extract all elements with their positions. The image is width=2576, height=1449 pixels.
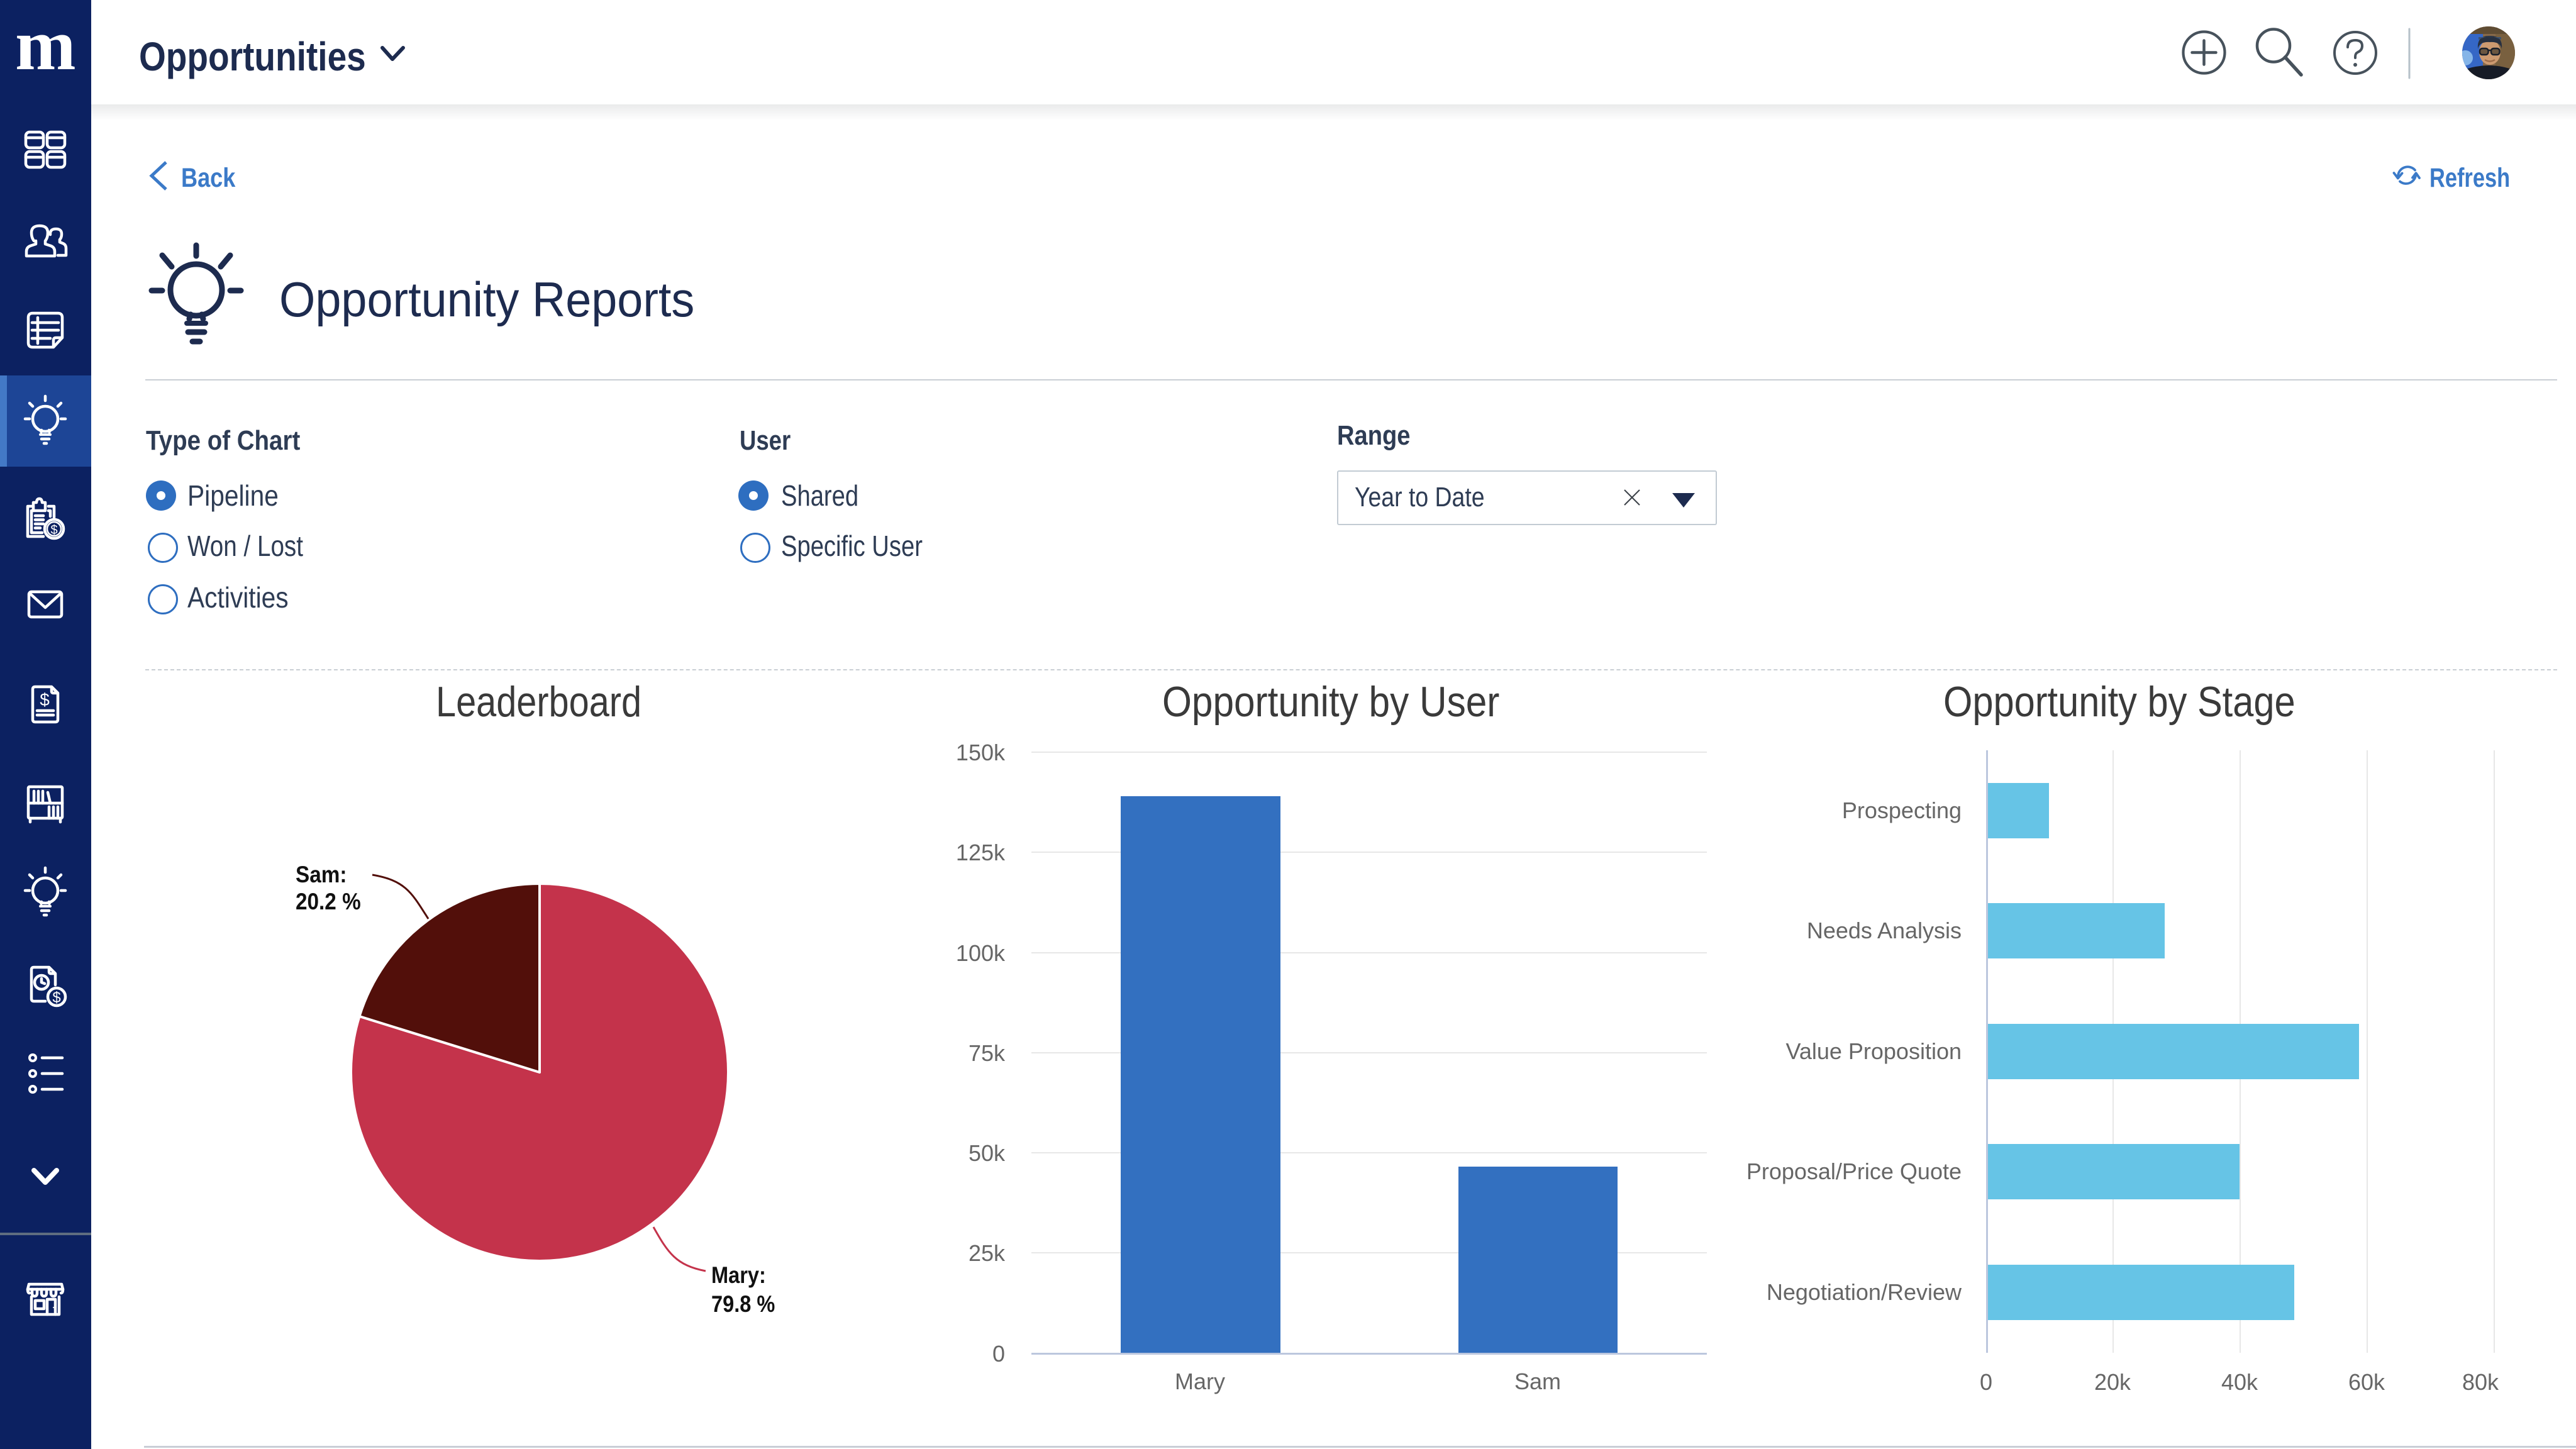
svg-text:$: $ <box>50 523 57 537</box>
svg-text:$: $ <box>40 690 50 709</box>
svg-text:m: m <box>15 5 76 86</box>
svg-text:$: $ <box>52 989 60 1006</box>
